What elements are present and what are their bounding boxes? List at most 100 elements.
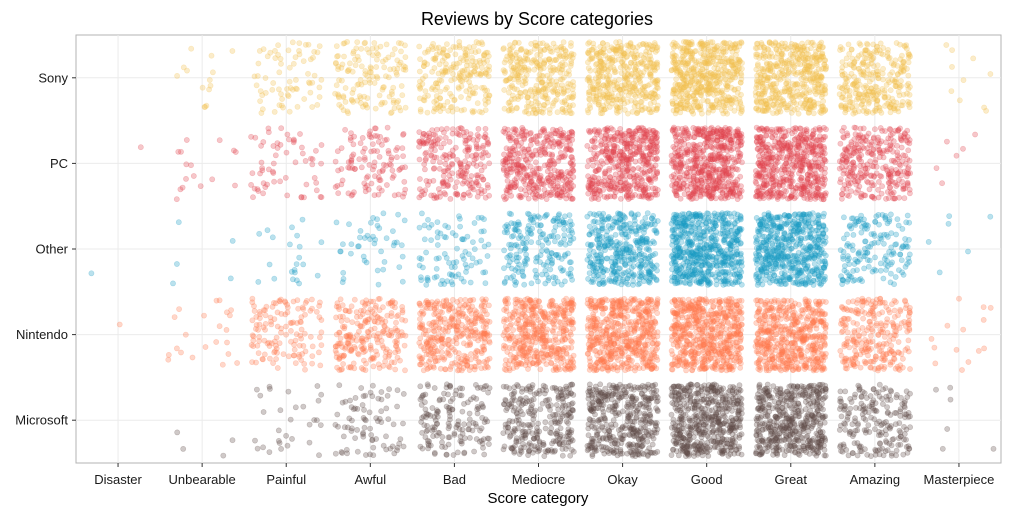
data-point <box>349 153 355 160</box>
data-point <box>845 41 852 48</box>
data-point <box>519 64 525 71</box>
data-point <box>275 86 282 93</box>
data-point <box>853 103 860 109</box>
data-point <box>481 134 488 141</box>
data-point <box>356 93 363 99</box>
data-point <box>373 73 380 80</box>
data-point <box>447 90 453 97</box>
data-point <box>312 147 319 154</box>
data-point <box>342 85 349 91</box>
data-point <box>603 94 610 101</box>
data-point <box>473 39 480 45</box>
data-point <box>819 50 826 57</box>
data-point <box>464 58 471 65</box>
data-point <box>449 147 456 154</box>
data-point <box>468 62 474 69</box>
data-point <box>199 84 206 91</box>
data-point <box>486 92 492 99</box>
data-point <box>625 42 632 49</box>
data-point <box>813 48 819 55</box>
data-point <box>420 97 427 103</box>
data-point <box>851 124 858 131</box>
data-point <box>431 105 438 111</box>
data-point <box>429 68 435 75</box>
data-point <box>232 182 238 189</box>
data-point <box>591 135 598 142</box>
data-point <box>521 75 528 81</box>
data-point <box>286 108 293 115</box>
data-point <box>335 94 342 101</box>
data-point <box>518 69 524 76</box>
data-point <box>753 53 760 60</box>
data-point <box>297 131 303 137</box>
data-point <box>389 51 396 58</box>
data-point <box>586 96 593 103</box>
data-point <box>400 193 406 200</box>
data-point <box>570 83 577 89</box>
data-point <box>587 146 594 153</box>
data-point <box>670 45 677 51</box>
data-point <box>478 64 485 71</box>
data-point <box>456 70 463 77</box>
data-point <box>285 93 292 99</box>
data-point <box>501 105 508 112</box>
data-point <box>505 77 512 83</box>
data-point <box>258 110 265 116</box>
data-point <box>364 104 371 111</box>
data-point <box>419 81 426 87</box>
data-point <box>209 69 216 76</box>
data-point <box>349 97 355 104</box>
data-point <box>778 101 785 108</box>
data-point <box>389 167 396 174</box>
data-point <box>342 126 348 133</box>
data-point <box>354 53 361 60</box>
data-point <box>391 46 398 52</box>
data-point <box>471 68 478 75</box>
data-point <box>432 57 439 63</box>
data-point <box>515 39 522 46</box>
data-point <box>540 109 546 116</box>
data-point <box>309 161 316 168</box>
data-point <box>721 40 728 46</box>
data-point <box>450 61 457 67</box>
data-point <box>537 57 544 64</box>
data-point <box>560 39 567 46</box>
data-point <box>416 186 423 192</box>
data-point <box>590 86 597 93</box>
data-point <box>482 69 489 76</box>
data-point <box>639 107 646 113</box>
data-point <box>376 92 383 99</box>
data-point <box>801 43 808 50</box>
data-point <box>463 56 470 62</box>
data-point <box>278 91 284 97</box>
data-point <box>362 71 369 78</box>
data-point <box>366 77 373 83</box>
data-point <box>798 163 805 169</box>
data-point <box>469 108 476 114</box>
data-point <box>652 67 658 74</box>
data-point <box>390 97 397 104</box>
data-point <box>533 59 540 66</box>
data-point <box>267 49 274 56</box>
data-point <box>435 44 442 51</box>
data-point <box>584 163 591 170</box>
data-point <box>399 145 406 152</box>
data-point <box>784 166 791 173</box>
data-point <box>442 69 449 75</box>
data-point <box>863 74 870 81</box>
data-point <box>338 104 345 110</box>
data-point <box>943 42 950 48</box>
data-point <box>599 60 606 67</box>
data-point <box>570 79 576 85</box>
data-point <box>753 139 760 145</box>
data-point <box>400 153 406 159</box>
data-point <box>530 106 537 113</box>
data-point <box>348 96 355 103</box>
data-point <box>464 152 471 159</box>
grid-lines <box>76 35 1001 463</box>
data-point <box>614 130 621 136</box>
data-point <box>479 109 485 116</box>
data-point <box>536 62 543 69</box>
data-point <box>510 76 517 83</box>
data-point <box>551 138 557 145</box>
